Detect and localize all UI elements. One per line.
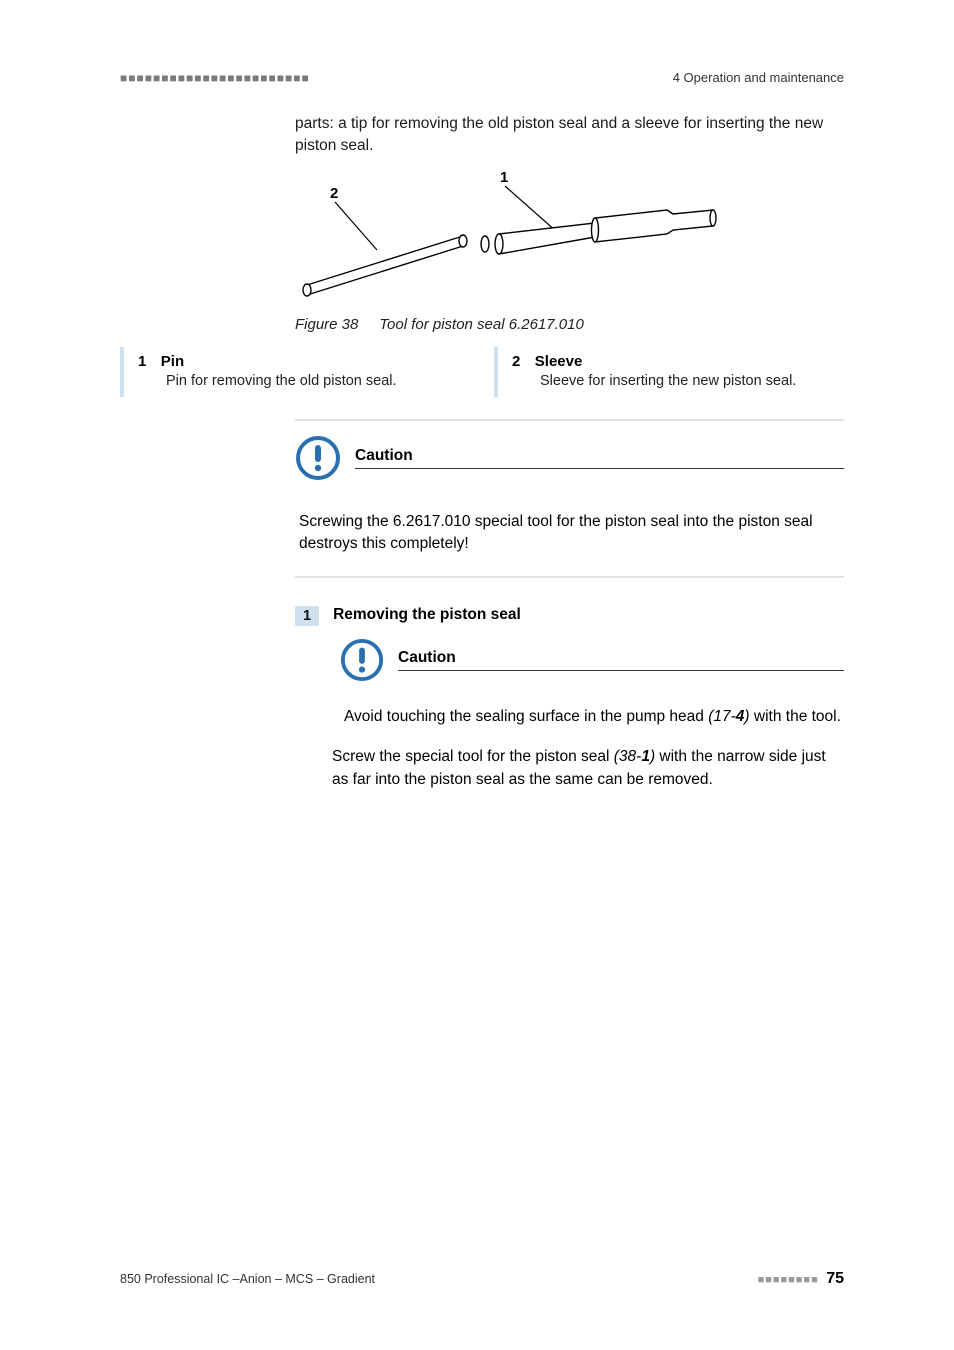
caution-block-2: Caution Avoid touching the sealing surfa… xyxy=(340,638,844,728)
page-footer: 850 Professional IC –Anion – MCS – Gradi… xyxy=(120,1270,844,1288)
screw-paragraph: Screw the special tool for the piston se… xyxy=(332,746,844,791)
legend-desc: Sleeve for inserting the new piston seal… xyxy=(540,373,834,389)
figure-caption-prefix: Figure 38 xyxy=(295,316,358,333)
caution-body: Avoid touching the sealing surface in th… xyxy=(344,706,844,728)
sleeve-shape xyxy=(481,210,716,254)
header-dashes: ■■■■■■■■■■■■■■■■■■■■■■■ xyxy=(120,71,310,85)
legend-num: 1 xyxy=(138,353,146,370)
figure-38: 2 1 xyxy=(295,168,844,333)
caution2-pre: Avoid touching the sealing surface in th… xyxy=(344,708,708,725)
caution-title: Caution xyxy=(355,447,844,469)
leader-line-1 xyxy=(505,186,557,232)
footer-right: ■■■■■■■■ 75 xyxy=(758,1270,844,1288)
ref-open: (38- xyxy=(614,748,642,765)
figure-label-2: 2 xyxy=(330,185,338,202)
pin-shape xyxy=(303,235,467,296)
caution-header: Caution xyxy=(340,638,844,682)
legend-desc: Pin for removing the old piston seal. xyxy=(166,373,460,389)
legend-num: 2 xyxy=(512,353,520,370)
legend-term: Pin xyxy=(161,353,184,370)
intro-paragraph: parts: a tip for removing the old piston… xyxy=(295,113,844,158)
caution-title-wrap: Caution xyxy=(398,649,844,671)
legend-item-1: 1 Pin Pin for removing the old piston se… xyxy=(120,347,470,397)
caution-header: Caution xyxy=(295,435,844,481)
figure-legend: 1 Pin Pin for removing the old piston se… xyxy=(120,347,844,397)
screw-pre: Screw the special tool for the piston se… xyxy=(332,748,614,765)
caution-block-1: Caution Screwing the 6.2617.010 special … xyxy=(295,419,844,578)
ref-open: (17- xyxy=(708,708,736,725)
legend-term: Sleeve xyxy=(535,353,583,370)
step-1: 1 Removing the piston seal xyxy=(295,606,844,626)
figure-label-1: 1 xyxy=(500,169,508,186)
caution-body: Screwing the 6.2617.010 special tool for… xyxy=(299,511,844,556)
figure-caption: Figure 38 Tool for piston seal 6.2617.01… xyxy=(295,316,844,333)
legend-item-2: 2 Sleeve Sleeve for inserting the new pi… xyxy=(494,347,844,397)
caution-icon xyxy=(340,638,384,682)
figure-caption-text: Tool for piston seal 6.2617.010 xyxy=(379,316,584,333)
page-header: ■■■■■■■■■■■■■■■■■■■■■■■ 4 Operation and … xyxy=(120,70,844,85)
caution2-post: with the tool. xyxy=(750,708,841,725)
caution-title-wrap: Caution xyxy=(355,447,844,469)
page: ■■■■■■■■■■■■■■■■■■■■■■■ 4 Operation and … xyxy=(0,0,954,1350)
step-number-badge: 1 xyxy=(295,606,319,626)
caution-title: Caution xyxy=(398,649,844,671)
tool-diagram: 2 1 xyxy=(295,168,725,308)
step-title: Removing the piston seal xyxy=(333,606,521,624)
page-number: 75 xyxy=(826,1270,844,1287)
header-section-title: 4 Operation and maintenance xyxy=(673,70,844,85)
caution-icon xyxy=(295,435,341,481)
footer-dashes: ■■■■■■■■ xyxy=(758,1274,819,1286)
ref-num: 1 xyxy=(641,748,650,765)
footer-doc-title: 850 Professional IC –Anion – MCS – Gradi… xyxy=(120,1272,375,1286)
leader-line-2 xyxy=(335,202,377,250)
